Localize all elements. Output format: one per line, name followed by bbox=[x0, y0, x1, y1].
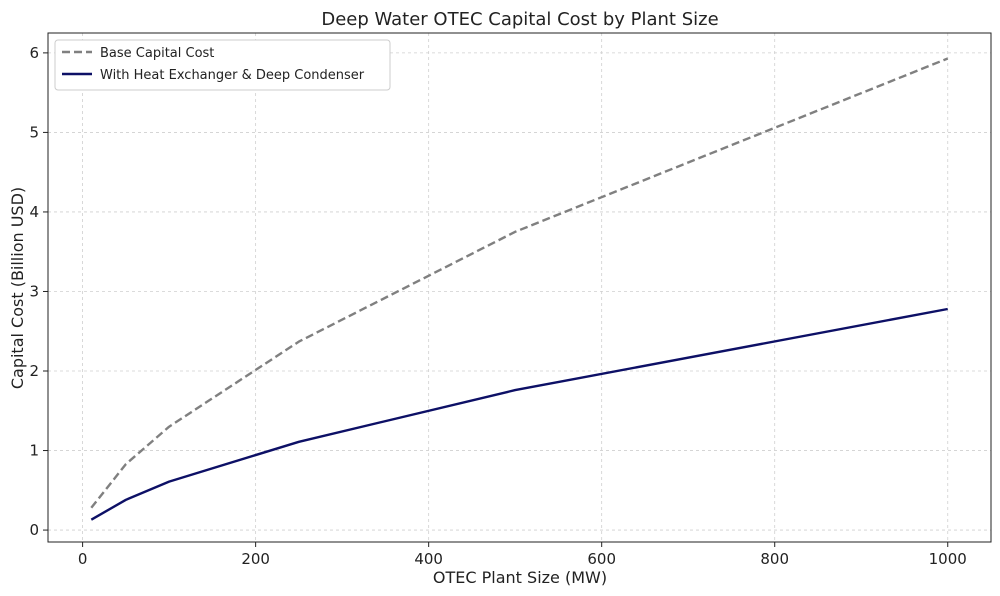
y-tick-label: 3 bbox=[29, 282, 39, 300]
y-tick-label: 6 bbox=[29, 44, 39, 62]
y-axis-label: Capital Cost (Billion USD) bbox=[8, 187, 27, 389]
x-axis-label: OTEC Plant Size (MW) bbox=[433, 568, 607, 587]
y-tick-label: 1 bbox=[29, 442, 39, 460]
x-tick-label: 1000 bbox=[929, 550, 967, 568]
axes bbox=[47, 32, 992, 543]
y-tick-label: 2 bbox=[29, 362, 39, 380]
series-line-0 bbox=[90, 57, 949, 509]
series-line-1 bbox=[90, 307, 948, 521]
legend-label-base: Base Capital Cost bbox=[100, 46, 214, 61]
plot-frame bbox=[47, 32, 992, 543]
grid bbox=[48, 33, 991, 542]
x-tick-label: 800 bbox=[760, 550, 789, 568]
y-tick-label: 5 bbox=[29, 123, 39, 141]
legend: Base Capital Cost With Heat Exchanger & … bbox=[54, 39, 391, 91]
legend-label-hx: With Heat Exchanger & Deep Condenser bbox=[100, 68, 365, 83]
y-tick-label: 0 bbox=[29, 521, 39, 539]
x-tick-label: 600 bbox=[587, 550, 616, 568]
y-tick-label: 4 bbox=[29, 203, 39, 221]
series-lines bbox=[90, 57, 949, 521]
x-tick-label: 400 bbox=[414, 550, 443, 568]
x-tick-label: 0 bbox=[78, 550, 88, 568]
x-tick-label: 200 bbox=[241, 550, 270, 568]
tick-labels: 0 200 400 600 800 1000 0 1 2 3 4 5 6 bbox=[29, 44, 966, 568]
chart-title: Deep Water OTEC Capital Cost by Plant Si… bbox=[321, 9, 718, 30]
legend-box bbox=[54, 39, 391, 91]
